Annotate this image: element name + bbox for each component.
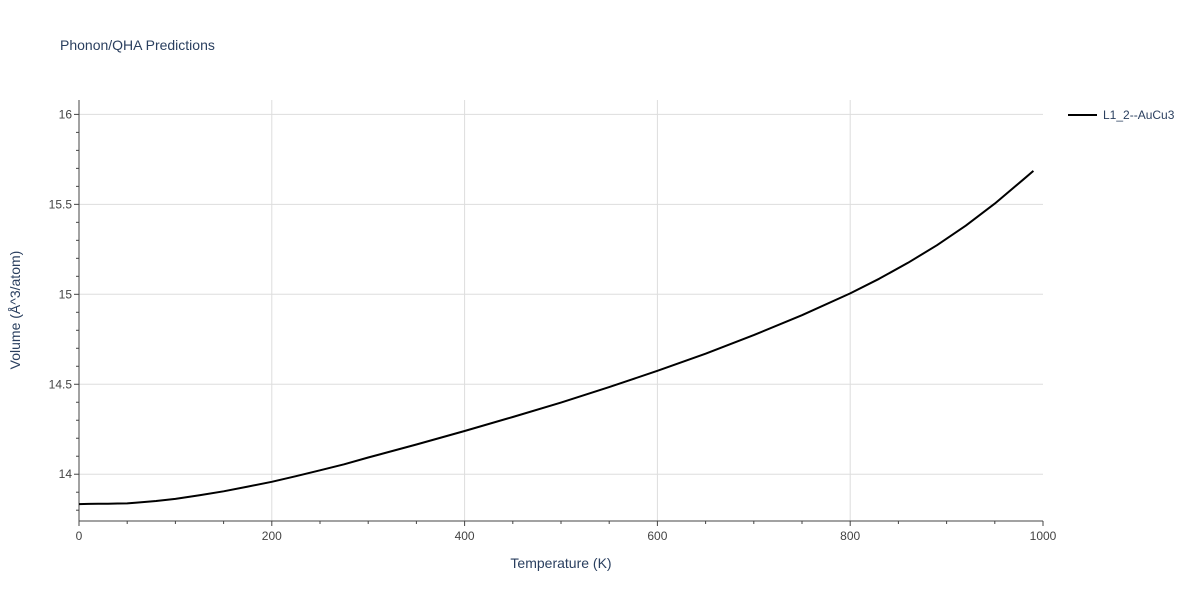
- legend-label: L1_2--AuCu3: [1103, 108, 1175, 122]
- x-tick-label: 400: [455, 529, 475, 543]
- x-tick-label: 800: [840, 529, 860, 543]
- x-tick-label: 600: [647, 529, 667, 543]
- y-tick-label: 15: [59, 287, 73, 301]
- gridlines: [79, 100, 1043, 521]
- chart-title: Phonon/QHA Predictions: [60, 37, 215, 53]
- legend[interactable]: L1_2--AuCu3: [1068, 108, 1175, 122]
- y-tick-label: 15.5: [49, 197, 73, 211]
- y-axis-title: Volume (Å^3/atom): [7, 251, 23, 370]
- y-tick-label: 16: [59, 107, 73, 121]
- y-tick-label: 14.5: [49, 377, 73, 391]
- x-tick-label: 1000: [1030, 529, 1057, 543]
- x-tick-label: 0: [76, 529, 83, 543]
- axes: 0 200 400 600 800 1000 14 14.5 15 15.5 16: [49, 100, 1057, 543]
- x-axis-title: Temperature (K): [510, 555, 611, 571]
- y-tick-label: 14: [59, 467, 73, 481]
- x-tick-label: 200: [262, 529, 282, 543]
- series-line: [78, 170, 1035, 506]
- plot-area: [78, 170, 1035, 506]
